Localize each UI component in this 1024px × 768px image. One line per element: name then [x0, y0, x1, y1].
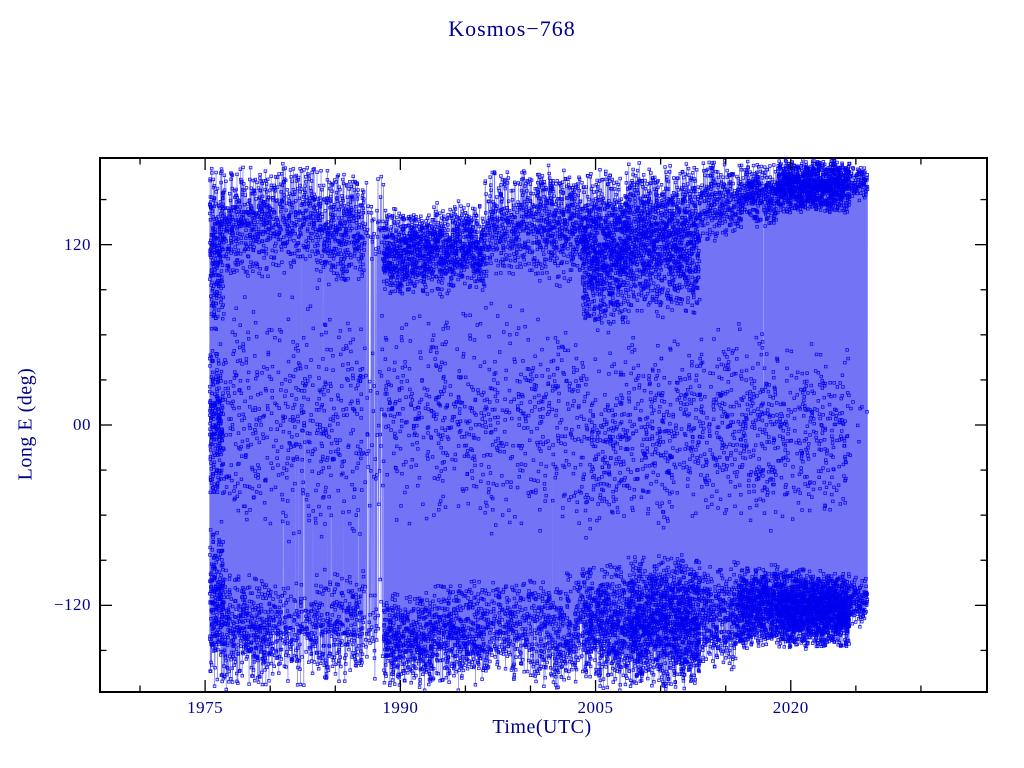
x-tick-label: 1975 [187, 698, 224, 717]
x-tick-label: 1990 [382, 698, 419, 717]
x-axis-label: Time(UTC) [492, 716, 592, 738]
y-axis-label: Long E (deg) [14, 367, 37, 481]
plot-frame [99, 157, 988, 693]
x-tick-label: 2020 [772, 698, 809, 717]
y-tick-label: −120 [53, 595, 91, 615]
chart-title: Kosmos−768 [448, 16, 576, 41]
y-tick-label: 00 [73, 415, 91, 434]
y-tick-label: 120 [64, 234, 91, 254]
plot-canvas [101, 159, 986, 691]
x-tick-label: 2005 [577, 698, 614, 717]
